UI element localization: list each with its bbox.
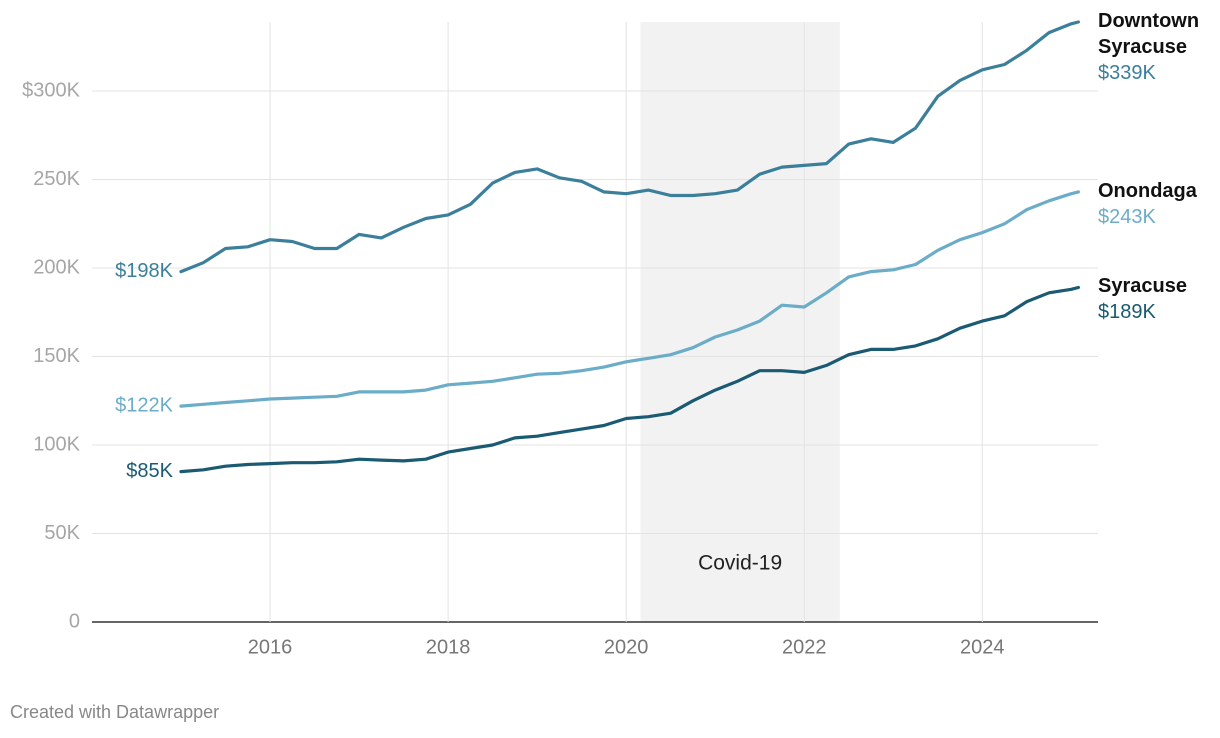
end-value-label: $243K (1098, 205, 1156, 228)
covid-band (640, 22, 840, 622)
y-tick-label: 100K (33, 433, 80, 455)
series-end-label: Onondaga $243K (1098, 178, 1216, 230)
legend-name: Syracuse (1098, 275, 1187, 298)
annotation-label: Covid-19 (698, 552, 782, 575)
legend-name: Downtown Syracuse (1098, 10, 1200, 58)
series-end-label: Syracuse $189K (1098, 273, 1216, 325)
start-value-label: $198K (115, 260, 173, 282)
x-tick-label: 2024 (960, 636, 1005, 658)
x-tick-label: 2020 (604, 636, 649, 658)
y-tick-label: 150K (33, 345, 80, 367)
series-line (179, 190, 1080, 408)
x-tick-label: 2016 (248, 636, 293, 658)
series-end-label: Downtown Syracuse $339K (1098, 8, 1216, 86)
y-tick-label: 200K (33, 256, 80, 278)
y-tick-label: 0 (69, 610, 80, 632)
footer: Created with Datawrapper (10, 702, 220, 722)
y-tick-label: $300K (22, 79, 80, 101)
end-value-label: $189K (1098, 301, 1156, 324)
start-value-label: $122K (115, 394, 173, 416)
end-value-label: $339K (1098, 62, 1156, 84)
x-tick-label: 2018 (426, 636, 471, 658)
y-tick-label: 250K (33, 168, 80, 190)
series-line (179, 285, 1080, 474)
start-value-label: $85K (126, 460, 173, 482)
series-line (179, 20, 1080, 274)
legend-name: Onondaga (1098, 179, 1197, 202)
y-tick-label: 50K (44, 522, 80, 544)
x-tick-label: 2022 (782, 636, 827, 658)
